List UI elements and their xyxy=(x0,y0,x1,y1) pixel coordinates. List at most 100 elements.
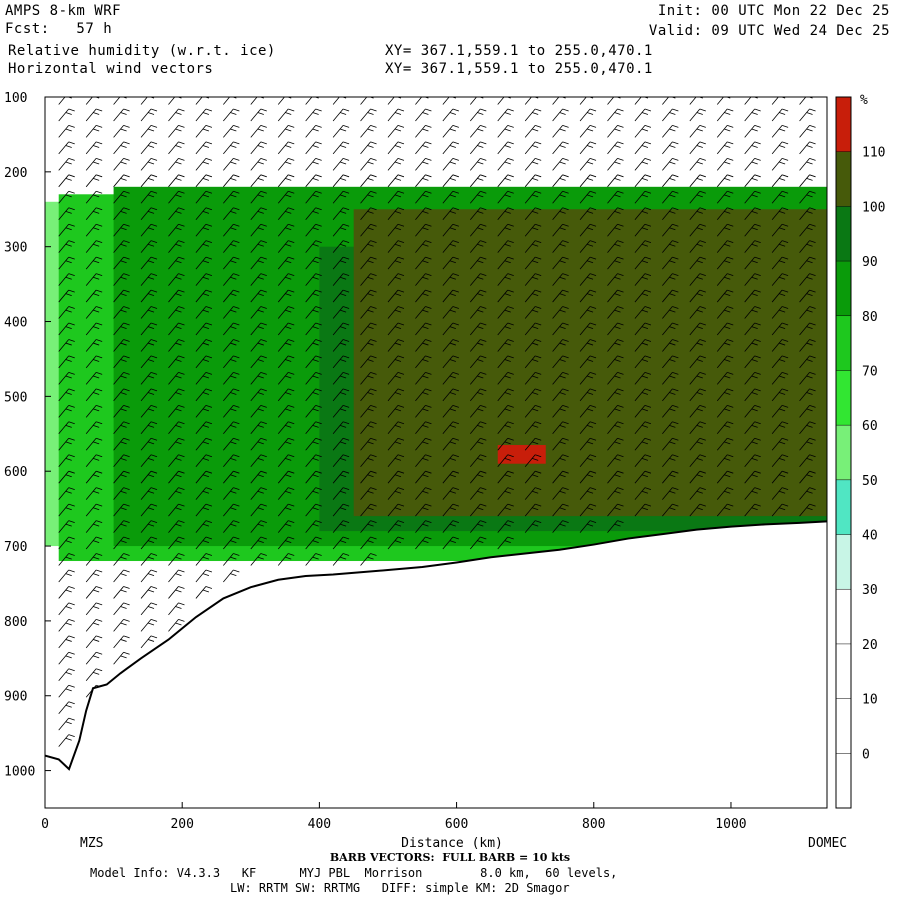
wind-barb xyxy=(634,503,652,517)
wind-barb xyxy=(250,355,267,369)
wind-barb xyxy=(662,404,679,418)
wind-barb xyxy=(415,388,432,402)
wind-barb xyxy=(524,289,542,303)
wind-barb xyxy=(716,470,734,484)
wind-barb xyxy=(277,240,295,253)
wind-barb xyxy=(415,97,429,105)
wind-barb xyxy=(85,108,103,122)
y-tick-label: 300 xyxy=(4,241,27,256)
wind-barb xyxy=(195,569,213,583)
wind-barb xyxy=(579,289,597,303)
wind-barb xyxy=(140,273,158,286)
wind-barb xyxy=(716,125,734,138)
wind-barb xyxy=(195,355,213,369)
wind-barb xyxy=(799,108,816,122)
wind-barb xyxy=(716,240,734,253)
wind-barb xyxy=(85,125,103,138)
wind-barb xyxy=(716,207,734,220)
wind-barb xyxy=(113,536,130,550)
wind-barb xyxy=(634,108,652,122)
wind-barb xyxy=(85,322,103,336)
wind-barb xyxy=(552,470,569,484)
wind-barb xyxy=(195,586,213,599)
wind-barb xyxy=(113,322,130,336)
wind-barb xyxy=(689,388,706,402)
wind-barb xyxy=(524,339,542,352)
wind-barb xyxy=(497,273,514,286)
wind-barb xyxy=(689,273,706,286)
wind-barb xyxy=(744,503,761,517)
wind-barb xyxy=(662,125,679,138)
wind-barb xyxy=(799,454,816,467)
wind-barb xyxy=(442,454,459,467)
wind-barb xyxy=(442,306,459,319)
wind-barb xyxy=(716,404,734,418)
wind-barb xyxy=(223,174,240,188)
wind-barb xyxy=(85,388,103,402)
wind-barb xyxy=(771,437,789,451)
wind-barb xyxy=(85,668,103,682)
wind-barb xyxy=(497,339,514,352)
wind-barb xyxy=(442,404,459,418)
wind-barb xyxy=(58,289,75,303)
wind-barb xyxy=(771,97,786,105)
wind-barb xyxy=(140,454,158,467)
wind-barb xyxy=(387,125,405,138)
wind-barb xyxy=(607,388,624,402)
wind-barb xyxy=(223,240,240,253)
wind-barb xyxy=(579,108,597,122)
wind-barb xyxy=(634,487,652,500)
wind-barb xyxy=(168,388,185,402)
wind-barb xyxy=(277,306,295,319)
wind-barb xyxy=(113,503,130,517)
model-info: Model Info: V4.3.3 KF MYJ PBL Morrison 8… xyxy=(90,866,618,880)
wind-barb xyxy=(113,470,130,484)
wind-barb xyxy=(799,421,816,435)
wind-barb xyxy=(195,306,213,319)
wind-barb xyxy=(607,108,624,122)
wind-barb xyxy=(415,174,432,188)
wind-barb xyxy=(662,174,679,188)
wind-barb xyxy=(360,223,377,237)
wind-barb xyxy=(469,536,487,550)
wind-barb xyxy=(744,273,761,286)
wind-barb xyxy=(360,454,377,467)
wind-barb xyxy=(552,503,569,517)
wind-barb xyxy=(195,536,213,550)
wind-barb xyxy=(277,553,295,566)
wind-barb xyxy=(140,569,158,583)
wind-barb xyxy=(662,322,679,336)
wind-barb xyxy=(579,372,597,385)
wind-barb xyxy=(140,339,158,352)
wind-barb xyxy=(689,190,706,204)
wind-barb xyxy=(689,174,706,188)
wind-barb xyxy=(305,503,322,517)
wind-barb xyxy=(771,108,789,122)
wind-barb xyxy=(442,437,459,451)
wind-barb xyxy=(771,273,789,286)
wind-barb xyxy=(387,388,405,402)
wind-barb xyxy=(305,240,322,253)
wind-barb xyxy=(442,322,459,336)
wind-barb xyxy=(195,404,213,418)
wind-barb xyxy=(799,207,816,220)
wind-barb xyxy=(332,520,350,533)
wind-barb xyxy=(277,421,295,435)
wind-barb xyxy=(799,437,816,451)
terrain-mask xyxy=(45,521,827,808)
wind-barb xyxy=(113,569,130,583)
wind-barb xyxy=(250,157,267,171)
wind-barb xyxy=(168,470,185,484)
wind-barb xyxy=(168,207,185,220)
wind-barb xyxy=(387,97,402,105)
wind-barb xyxy=(332,388,350,402)
wind-barb xyxy=(771,322,789,336)
wind-barb xyxy=(58,404,75,418)
wind-barb xyxy=(223,141,240,155)
wind-barb xyxy=(305,256,322,270)
wind-barb xyxy=(552,289,569,303)
colorbar-swatch xyxy=(836,261,851,316)
wind-barb xyxy=(415,207,432,220)
wind-barb xyxy=(140,174,158,188)
wind-barb xyxy=(140,553,158,566)
